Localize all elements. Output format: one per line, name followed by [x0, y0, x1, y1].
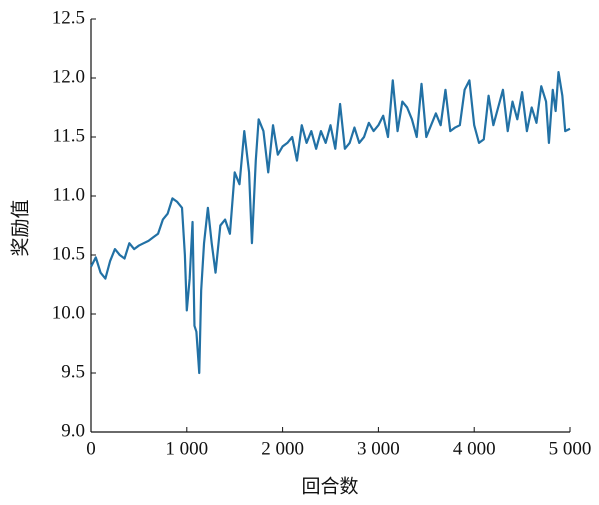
x-tick-label: 3 000 — [357, 438, 400, 459]
x-tick-label: 0 — [86, 438, 96, 459]
y-tick-label: 12.0 — [52, 66, 85, 87]
x-tick-label: 1 000 — [165, 438, 208, 459]
y-tick-label: 12.5 — [52, 7, 85, 28]
y-tick-label: 9.5 — [61, 361, 85, 382]
x-tick-label: 2 000 — [261, 438, 304, 459]
y-tick-label: 10.0 — [52, 302, 85, 323]
y-axis-label: 奖励值 — [9, 199, 31, 256]
data-line — [90, 71, 571, 375]
y-tick-label: 9.0 — [61, 420, 85, 441]
y-tick-label: 10.5 — [52, 243, 85, 264]
x-tick-label: 4 000 — [453, 438, 496, 459]
y-tick-label: 11.0 — [52, 184, 85, 205]
x-tick-label: 5 000 — [549, 438, 592, 459]
y-tick-label: 11.5 — [52, 125, 85, 146]
x-axis-label: 回合数 — [301, 475, 358, 497]
